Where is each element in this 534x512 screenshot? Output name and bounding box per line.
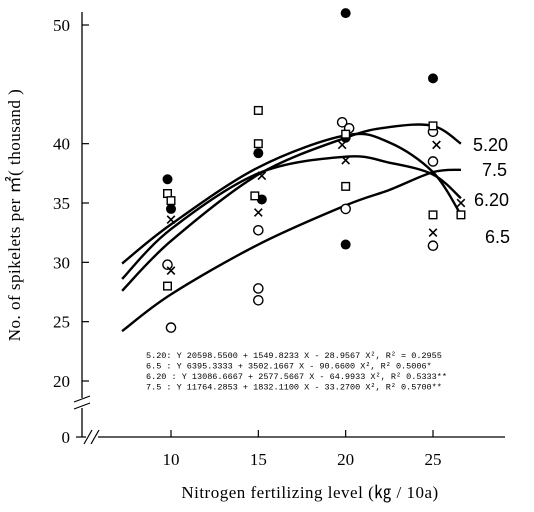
point-open-circle <box>336 117 348 128</box>
point-open-circle <box>253 295 264 306</box>
point-open-square <box>253 139 263 149</box>
point-x-cross <box>428 228 438 238</box>
x-tick-label: 20 <box>337 450 354 469</box>
point-open-square <box>341 181 351 191</box>
point-open-circle <box>162 259 173 271</box>
curve-label: 6.20 <box>474 190 509 210</box>
point-open-circle <box>253 224 264 236</box>
point-x-cross <box>341 155 351 165</box>
equation-line: 7.5 : Y 11764.2853 + 1832.1100 X - 33.27… <box>146 383 442 393</box>
point-filled-circle <box>340 8 351 19</box>
fit-curve-6-20 <box>121 155 462 280</box>
point-x-cross <box>432 140 441 150</box>
point-filled-circle <box>162 174 173 185</box>
point-open-circle <box>427 240 439 252</box>
point-x-cross <box>253 208 263 217</box>
point-x-cross <box>337 140 347 150</box>
x-tick-label: 15 <box>250 450 267 469</box>
point-open-square <box>456 210 466 220</box>
point-open-circle <box>340 203 351 215</box>
curve-label: 6.5 <box>485 227 510 247</box>
y-tick-label: 40 <box>53 135 70 154</box>
point-filled-circle <box>166 203 176 214</box>
curve-labels: 5.20 7.5 6.20 6.5 <box>473 135 510 247</box>
point-open-square <box>253 105 263 115</box>
x-tick-label: 10 <box>163 450 180 469</box>
fit-curves <box>121 123 462 333</box>
x-axis-title: Nitrogen fertilizing level (㎏ / 10a) <box>181 483 438 503</box>
regression-equations: 5.20: Y 20598.5500 + 1549.8233 X - 28.95… <box>146 351 447 393</box>
y-tick-label: 35 <box>53 194 70 213</box>
x-ticks: 10 15 20 25 <box>163 430 442 469</box>
fit-curve-6-5 <box>121 132 462 265</box>
point-filled-circle <box>428 73 438 84</box>
point-open-square <box>163 281 173 291</box>
point-open-square <box>428 121 438 131</box>
plot-area: 0 20 25 30 35 40 50 10 15 20 25 5.20 7.5 6.20 6.5 5… <box>53 8 510 469</box>
fit-curve-5-20 <box>121 168 462 333</box>
point-x-cross <box>166 215 176 224</box>
point-open-square <box>166 196 176 206</box>
y-axis-title: No. of spikelets per ㎡( thousand ) <box>5 89 24 342</box>
y-zero-tick-label: 0 <box>62 428 71 447</box>
equation-line: 6.5 : Y 6395.3333 + 3502.1667 X - 90.660… <box>146 362 432 372</box>
point-open-square <box>250 191 260 201</box>
point-filled-circle <box>253 148 264 159</box>
point-open-circle <box>165 322 177 333</box>
point-open-square <box>341 129 351 139</box>
equation-line: 6.20 : Y 13086.6667 + 2577.5667 X - 64.9… <box>146 372 447 382</box>
curve-label: 5.20 <box>473 135 508 155</box>
x-tick-label: 25 <box>425 450 442 469</box>
point-x-cross <box>166 266 176 276</box>
point-x-cross <box>456 198 466 208</box>
y-tick-label: 50 <box>53 16 70 35</box>
point-open-circle <box>253 283 264 294</box>
equation-line: 5.20: Y 20598.5500 + 1549.8233 X - 28.95… <box>146 351 442 361</box>
y-axis-break <box>73 395 91 410</box>
point-filled-circle <box>340 239 351 250</box>
x-axis-break <box>83 429 100 445</box>
y-tick-label: 20 <box>53 372 70 391</box>
y-tick-label: 25 <box>53 313 70 332</box>
curve-label: 7.5 <box>482 160 507 180</box>
point-open-circle <box>427 156 439 167</box>
point-x-cross <box>257 171 267 181</box>
point-open-square <box>428 210 438 220</box>
y-ticks: 20 25 30 35 40 50 <box>53 16 89 391</box>
data-points <box>162 8 466 333</box>
y-tick-label: 30 <box>53 253 70 272</box>
